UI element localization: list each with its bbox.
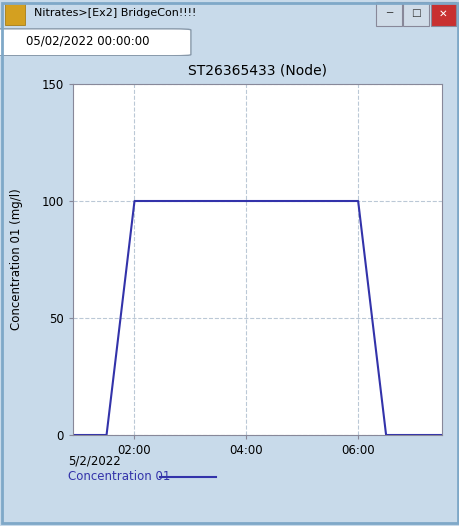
Text: ─: ─ — [385, 8, 392, 18]
Text: Concentration 01: Concentration 01 — [68, 470, 170, 483]
Text: 05/02/2022 00:00:00: 05/02/2022 00:00:00 — [26, 35, 149, 48]
Bar — [5, 3, 25, 25]
FancyBboxPatch shape — [430, 2, 455, 26]
Text: 5/2/2022: 5/2/2022 — [68, 454, 121, 468]
Text: ST26365433 (Node): ST26365433 (Node) — [188, 63, 326, 77]
Text: ✕: ✕ — [438, 8, 447, 18]
FancyBboxPatch shape — [403, 2, 428, 26]
Text: Nitrates>[Ex2] BridgeCon!!!!: Nitrates>[Ex2] BridgeCon!!!! — [34, 8, 196, 18]
Text: Concentration 01 (mg/l): Concentration 01 (mg/l) — [10, 189, 23, 330]
FancyBboxPatch shape — [0, 29, 190, 56]
FancyBboxPatch shape — [375, 2, 401, 26]
Text: □: □ — [410, 8, 420, 18]
